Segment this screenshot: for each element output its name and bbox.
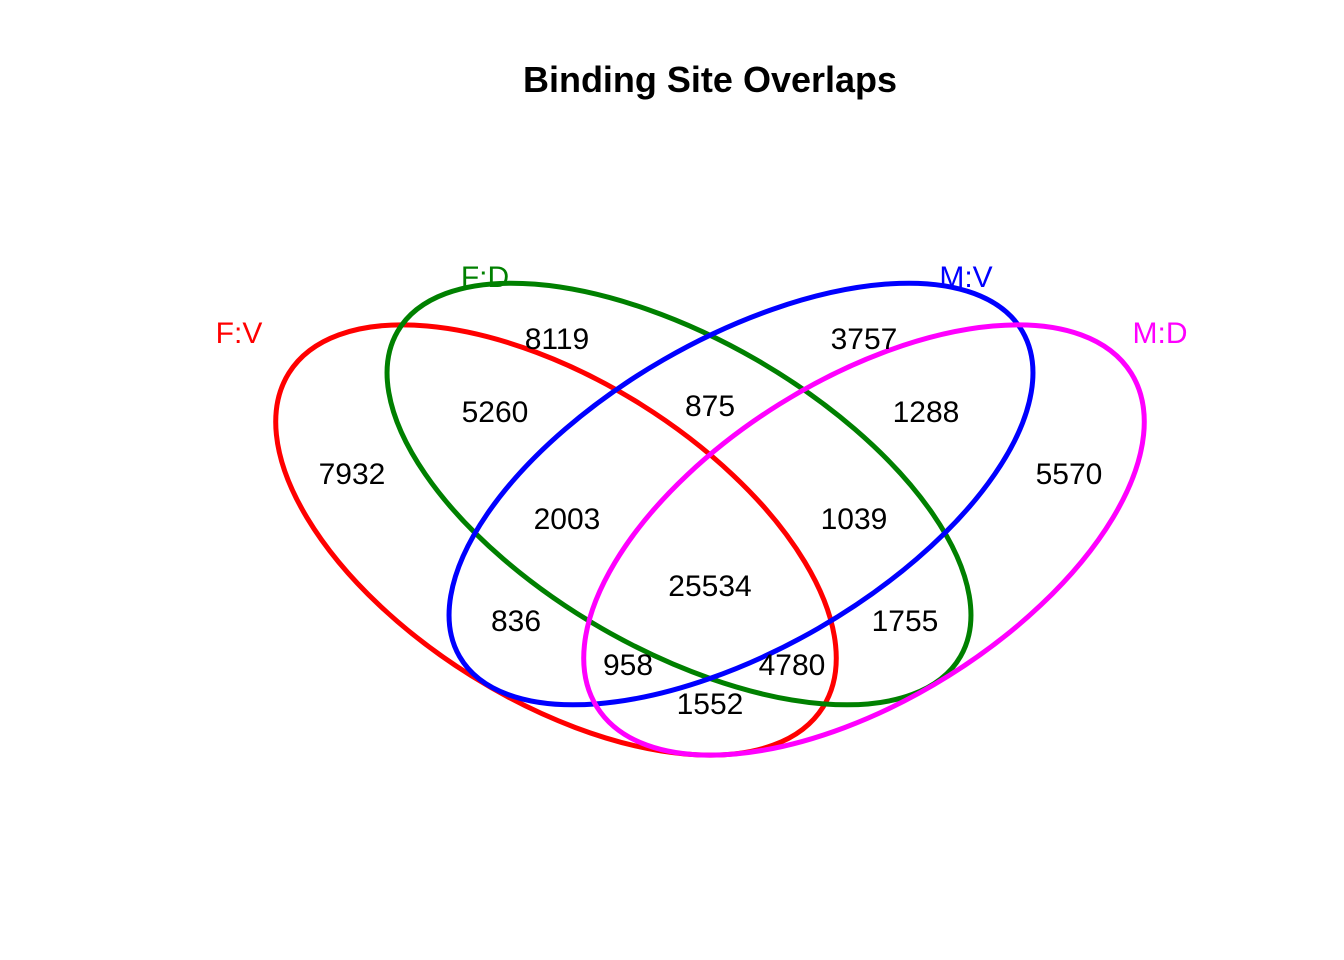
- count-fv-mv-md: 958: [603, 649, 653, 682]
- set-label-mv: M:V: [939, 261, 992, 294]
- chart-title: Binding Site Overlaps: [523, 59, 897, 100]
- set-label-fv: F:V: [216, 317, 263, 350]
- count-fv-only: 7932: [319, 458, 386, 491]
- count-fv-fd-md: 4780: [759, 649, 826, 682]
- count-fd-md: 1755: [872, 605, 939, 638]
- count-fv-md: 1552: [677, 688, 744, 721]
- count-mv-only: 3757: [831, 323, 898, 356]
- count-fv-fd: 5260: [462, 396, 529, 429]
- count-md-only: 5570: [1036, 458, 1103, 491]
- count-fv-mv: 836: [491, 605, 541, 638]
- count-fd-only: 8119: [525, 323, 590, 356]
- count-mv-md: 1288: [893, 396, 960, 429]
- count-all: 25534: [668, 570, 751, 603]
- set-label-md: M:D: [1133, 317, 1188, 350]
- count-fd-mv: 875: [685, 390, 735, 423]
- count-fv-fd-mv: 2003: [534, 503, 601, 536]
- count-fd-mv-md: 1039: [821, 503, 888, 536]
- set-label-fd: F:D: [461, 261, 509, 294]
